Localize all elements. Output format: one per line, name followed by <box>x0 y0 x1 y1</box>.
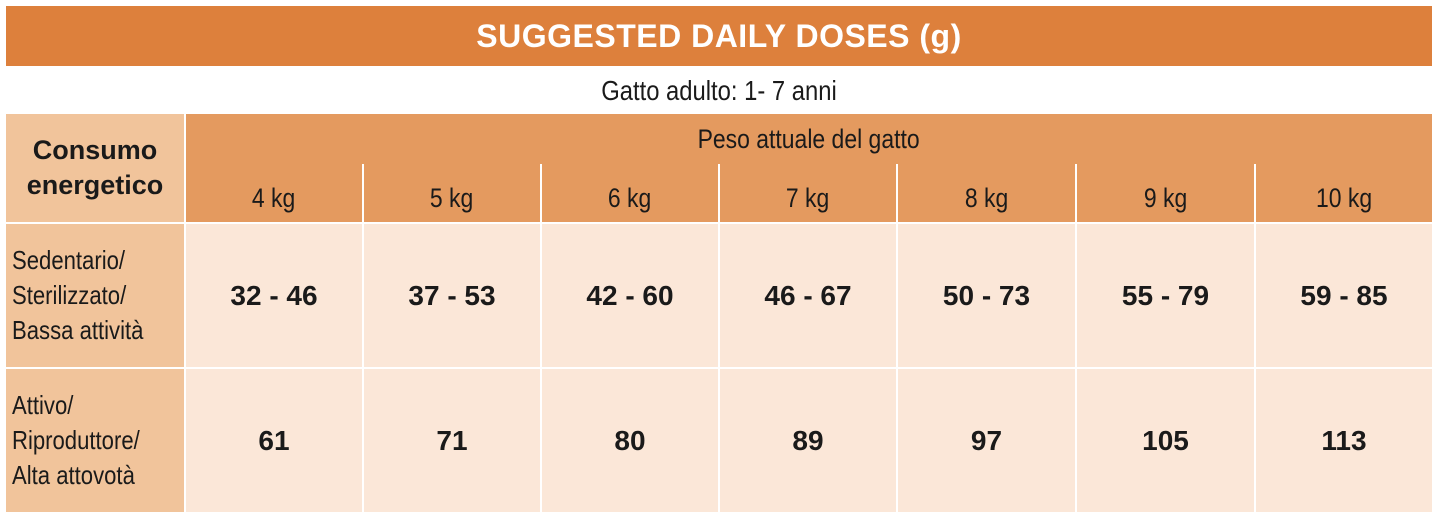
weight-label: 8 kg <box>964 183 1009 213</box>
weight-label: 7 kg <box>786 183 830 213</box>
column-divider <box>718 164 720 222</box>
row-label: Attivo/Riproduttore/Alta attovotà <box>6 369 184 512</box>
dose-value: 59 - 85 <box>1256 224 1432 367</box>
weight-column-header: 9 kg <box>1077 164 1254 222</box>
column-divider <box>896 164 898 222</box>
row-label: Sedentario/Sterilizzato/Bassa attività <box>6 224 184 367</box>
weight-header-label: Peso attuale del gatto <box>697 123 921 154</box>
weight-label: 6 kg <box>608 183 652 213</box>
corner-header-line-1: Consumo <box>32 134 158 165</box>
dose-value: 113 <box>1256 369 1432 512</box>
row-label-line: Bassa attività <box>12 315 144 346</box>
weight-column-header: 6 kg <box>542 164 718 222</box>
weight-label: 9 kg <box>1143 183 1188 213</box>
row-label-line: Attivo/ <box>12 389 74 420</box>
table-title: SUGGESTED DAILY DOSES (g) <box>6 6 1432 66</box>
weight-column-header: 7 kg <box>720 164 896 222</box>
corner-header: Consumo energetico <box>6 114 184 222</box>
weight-header: Peso attuale del gatto <box>186 114 1432 164</box>
dose-value: 42 - 60 <box>542 224 718 367</box>
dose-value: 105 <box>1077 369 1254 512</box>
weight-column-header: 4 kg <box>186 164 362 222</box>
dose-value: 55 - 79 <box>1077 224 1254 367</box>
dose-value: 80 <box>542 369 718 512</box>
dose-value: 61 <box>186 369 362 512</box>
table-subtitle: Gatto adulto: 1- 7 anni <box>601 75 837 106</box>
dose-value: 50 - 73 <box>898 224 1075 367</box>
row-label-line: Sterilizzato/ <box>12 279 127 310</box>
weight-column-header: 5 kg <box>364 164 540 222</box>
column-divider <box>362 164 364 222</box>
corner-header-line-2: energetico <box>26 170 164 200</box>
dose-value: 97 <box>898 369 1075 512</box>
weight-label: 4 kg <box>252 183 296 213</box>
dose-value: 89 <box>720 369 896 512</box>
dose-value: 37 - 53 <box>364 224 540 367</box>
weight-label: 5 kg <box>430 183 474 213</box>
weight-column-header: 8 kg <box>898 164 1075 222</box>
column-divider <box>1075 164 1077 222</box>
row-label-line: Alta attovotà <box>12 460 135 491</box>
row-label-line: Riproduttore/ <box>12 424 140 455</box>
row-label-line: Sedentario/ <box>12 244 126 275</box>
dose-value: 46 - 67 <box>720 224 896 367</box>
weight-column-header: 10 kg <box>1256 164 1432 222</box>
weight-label: 10 kg <box>1315 183 1373 213</box>
dose-value: 71 <box>364 369 540 512</box>
dose-value: 32 - 46 <box>186 224 362 367</box>
column-divider <box>1254 164 1256 222</box>
column-divider <box>540 164 542 222</box>
